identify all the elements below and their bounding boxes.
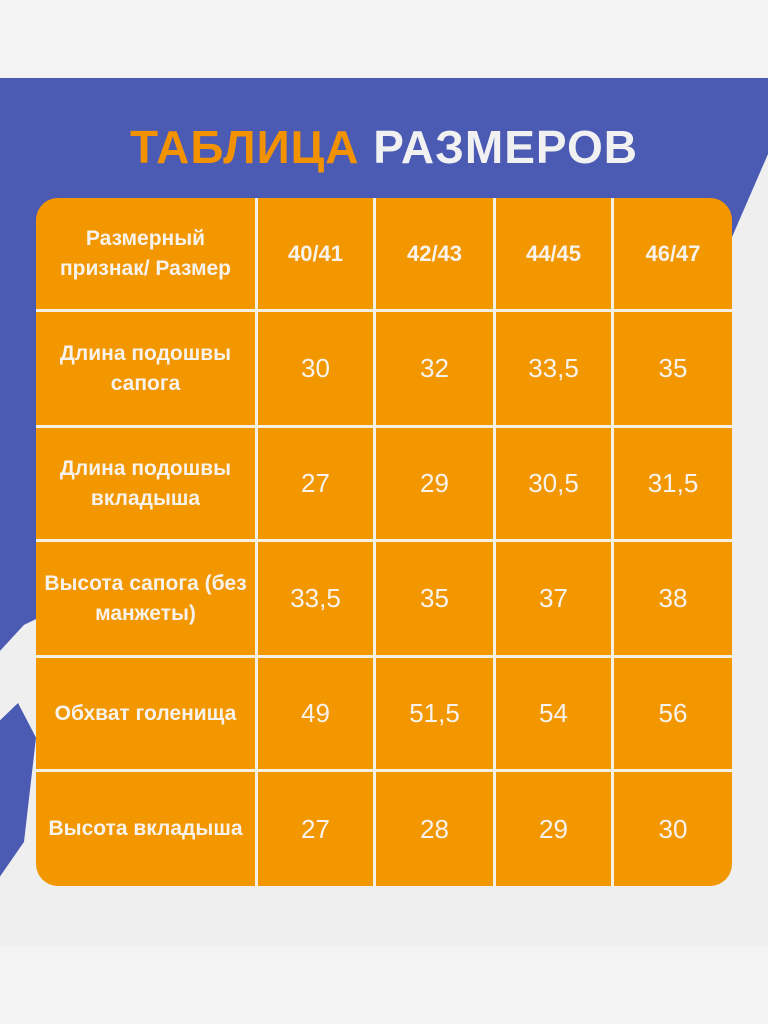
size-table: Размерный признак/ Размер 40/41 42/43 44… xyxy=(36,198,732,886)
table-cell: 35 xyxy=(614,312,732,428)
table-cell: 29 xyxy=(496,772,614,886)
table-cell: 33,5 xyxy=(258,542,376,658)
table-cell: 51,5 xyxy=(376,658,496,772)
page-title: ТАБЛИЦА РАЗМЕРОВ xyxy=(0,120,768,174)
size-chart-card: ТАБЛИЦА РАЗМЕРОВ Размерный признак/ Разм… xyxy=(0,78,768,946)
table-cell: 37 xyxy=(496,542,614,658)
table-cell: 27 xyxy=(258,772,376,886)
table-cell: 56 xyxy=(614,658,732,772)
table-cell: 49 xyxy=(258,658,376,772)
table-cell: 33,5 xyxy=(496,312,614,428)
table-cell: 30,5 xyxy=(496,428,614,542)
row-label: Высота сапога (без манжеты) xyxy=(36,542,258,658)
row-label: Обхват голенища xyxy=(36,658,258,772)
size-header: 42/43 xyxy=(376,198,496,312)
title-part-1: ТАБЛИЦА xyxy=(129,121,360,173)
table-cell: 27 xyxy=(258,428,376,542)
table-cell: 28 xyxy=(376,772,496,886)
table-corner-header: Размерный признак/ Размер xyxy=(36,198,258,312)
title-part-2: РАЗМЕРОВ xyxy=(373,121,639,173)
table-cell: 35 xyxy=(376,542,496,658)
row-label: Длина подошвы вкладыша xyxy=(36,428,258,542)
table-cell: 30 xyxy=(258,312,376,428)
size-header: 40/41 xyxy=(258,198,376,312)
table-cell: 31,5 xyxy=(614,428,732,542)
row-label: Высота вкладыша xyxy=(36,772,258,886)
size-header: 44/45 xyxy=(496,198,614,312)
row-label: Длина подошвы сапога xyxy=(36,312,258,428)
table-cell: 29 xyxy=(376,428,496,542)
table-cell: 32 xyxy=(376,312,496,428)
table-cell: 30 xyxy=(658,813,688,844)
size-header: 46/47 xyxy=(614,198,732,312)
table-cell: 38 xyxy=(614,542,732,658)
table-cell: 54 xyxy=(496,658,614,772)
